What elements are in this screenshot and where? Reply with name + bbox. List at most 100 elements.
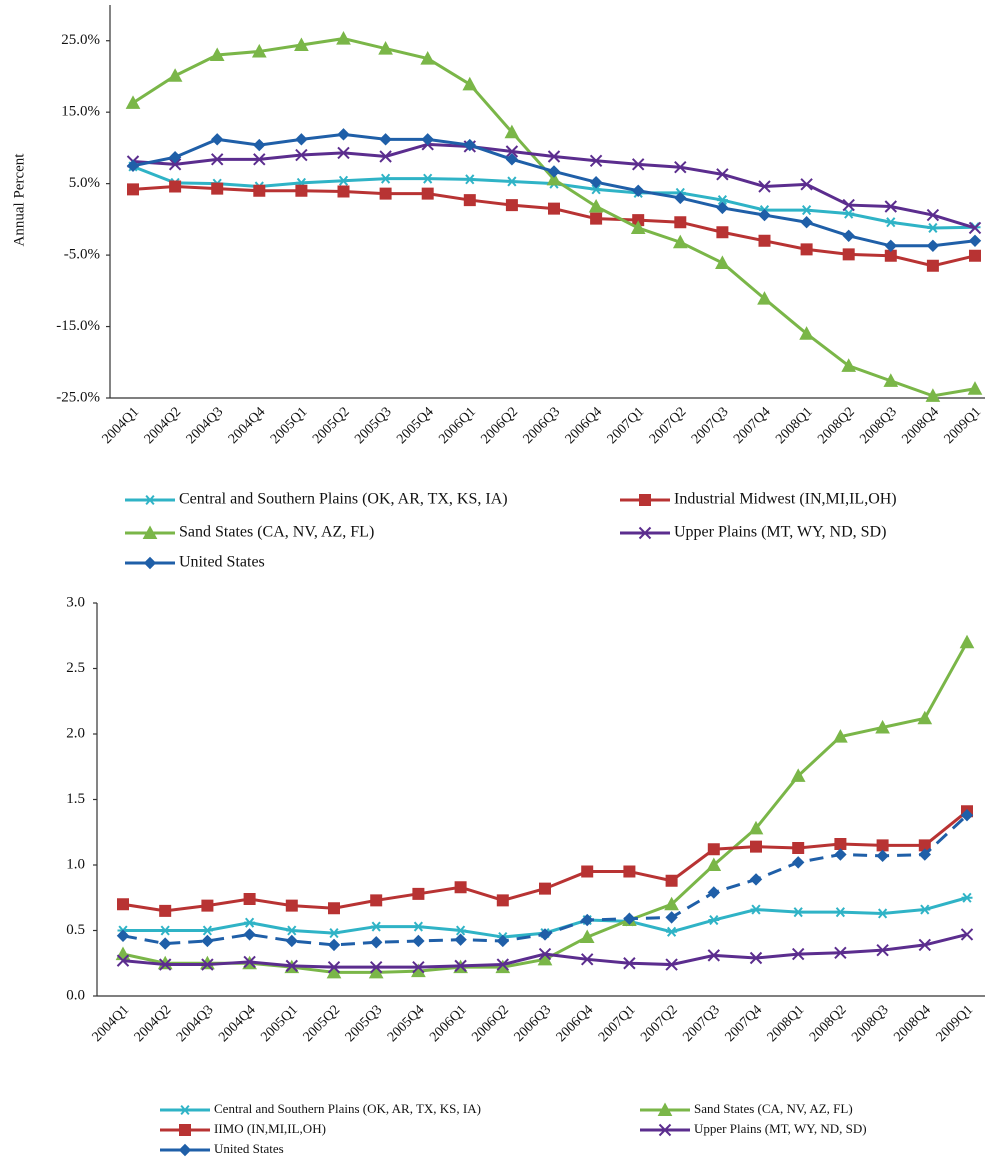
- x-tick-label: 2007Q4: [731, 404, 774, 447]
- marker: [496, 894, 509, 907]
- marker: [370, 921, 382, 932]
- x-tick-label: 2006Q1: [436, 404, 479, 447]
- marker: [295, 133, 308, 146]
- marker: [969, 249, 981, 262]
- marker: [791, 947, 805, 961]
- marker: [757, 291, 772, 305]
- marker: [167, 68, 183, 82]
- marker: [918, 938, 932, 952]
- marker: [201, 925, 213, 936]
- x-tick-label: 2008Q3: [849, 1002, 892, 1045]
- marker: [750, 840, 762, 853]
- marker: [579, 929, 595, 944]
- marker: [116, 929, 130, 942]
- marker: [537, 951, 553, 966]
- marker: [328, 902, 340, 915]
- x-tick-label: 2006Q3: [512, 1002, 555, 1045]
- marker: [125, 95, 141, 109]
- marker: [412, 887, 425, 900]
- marker: [338, 175, 349, 186]
- marker: [716, 168, 729, 181]
- marker: [885, 217, 897, 228]
- x-tick-label: 2005Q3: [352, 404, 395, 447]
- x-tick-label: 2008Q4: [891, 1002, 934, 1045]
- marker: [253, 153, 266, 166]
- marker: [463, 138, 477, 152]
- marker: [841, 358, 857, 372]
- x-tick-label: 2008Q2: [815, 404, 858, 447]
- marker: [454, 959, 467, 973]
- marker: [792, 841, 805, 854]
- y-tick-label: 5.0%: [69, 175, 100, 191]
- marker: [632, 214, 645, 227]
- x-tick-label: 2007Q1: [605, 404, 648, 447]
- marker: [877, 908, 889, 919]
- marker: [547, 165, 561, 178]
- marker: [590, 184, 602, 195]
- marker: [664, 896, 679, 911]
- x-tick-label: 2005Q4: [394, 404, 437, 447]
- marker: [169, 180, 182, 193]
- marker: [925, 388, 941, 402]
- marker: [926, 239, 940, 253]
- marker: [674, 160, 687, 174]
- x-tick-label: 2004Q1: [90, 1002, 133, 1045]
- marker: [799, 326, 814, 340]
- x-tick-label: 2004Q4: [226, 404, 269, 447]
- y-tick-label: 2.5: [66, 660, 85, 676]
- x-tick-label: 2006Q2: [478, 404, 521, 447]
- marker: [168, 150, 182, 164]
- marker: [337, 128, 350, 141]
- x-tick-label: 2004Q4: [216, 1002, 259, 1045]
- marker: [538, 947, 552, 961]
- x-tick-label: 2007Q2: [647, 404, 690, 447]
- marker: [590, 212, 603, 225]
- x-tick-label: 2008Q1: [765, 1002, 808, 1045]
- marker: [833, 729, 848, 743]
- marker: [454, 881, 467, 894]
- marker: [455, 925, 467, 936]
- x-tick-label: 2004Q3: [174, 1002, 217, 1045]
- marker: [658, 1123, 672, 1137]
- x-tick-label: 2006Q3: [521, 404, 564, 447]
- y-tick-label: 2.0: [66, 725, 85, 741]
- y-tick-label: 0.0: [66, 987, 85, 1003]
- marker: [253, 138, 266, 152]
- marker: [244, 917, 256, 928]
- marker: [961, 892, 973, 903]
- legend-label: United States: [179, 554, 265, 571]
- marker: [379, 150, 392, 163]
- marker: [159, 904, 172, 917]
- marker: [968, 221, 982, 235]
- y-tick-label: 1.5: [66, 791, 85, 807]
- marker: [842, 248, 855, 261]
- marker: [378, 41, 393, 55]
- marker: [201, 958, 214, 971]
- marker: [421, 133, 434, 146]
- y-tick-label: 1.0: [66, 856, 85, 872]
- marker: [379, 133, 392, 146]
- marker: [960, 928, 974, 941]
- marker: [179, 1124, 191, 1136]
- marker: [179, 1104, 191, 1116]
- marker: [926, 208, 940, 222]
- x-tick-label: 2006Q2: [469, 1002, 512, 1045]
- marker: [370, 894, 383, 907]
- marker: [707, 886, 721, 899]
- marker: [639, 494, 651, 506]
- y-tick-label: 0.5: [66, 922, 85, 938]
- x-tick-label: 2009Q1: [934, 1002, 977, 1045]
- y-tick-label: 3.0: [66, 594, 85, 610]
- x-tick-label: 2009Q1: [942, 404, 985, 447]
- marker: [588, 198, 604, 213]
- marker: [337, 146, 350, 160]
- marker: [178, 1143, 192, 1157]
- marker: [127, 183, 139, 196]
- marker: [919, 904, 931, 915]
- marker: [285, 934, 299, 948]
- marker: [959, 634, 975, 649]
- x-tick-label: 2005Q3: [343, 1002, 386, 1045]
- legend-label: Upper Plains (MT, WY, ND, SD): [694, 1121, 867, 1136]
- series-line: [132, 37, 976, 398]
- x-tick-label: 2006Q1: [427, 1002, 470, 1045]
